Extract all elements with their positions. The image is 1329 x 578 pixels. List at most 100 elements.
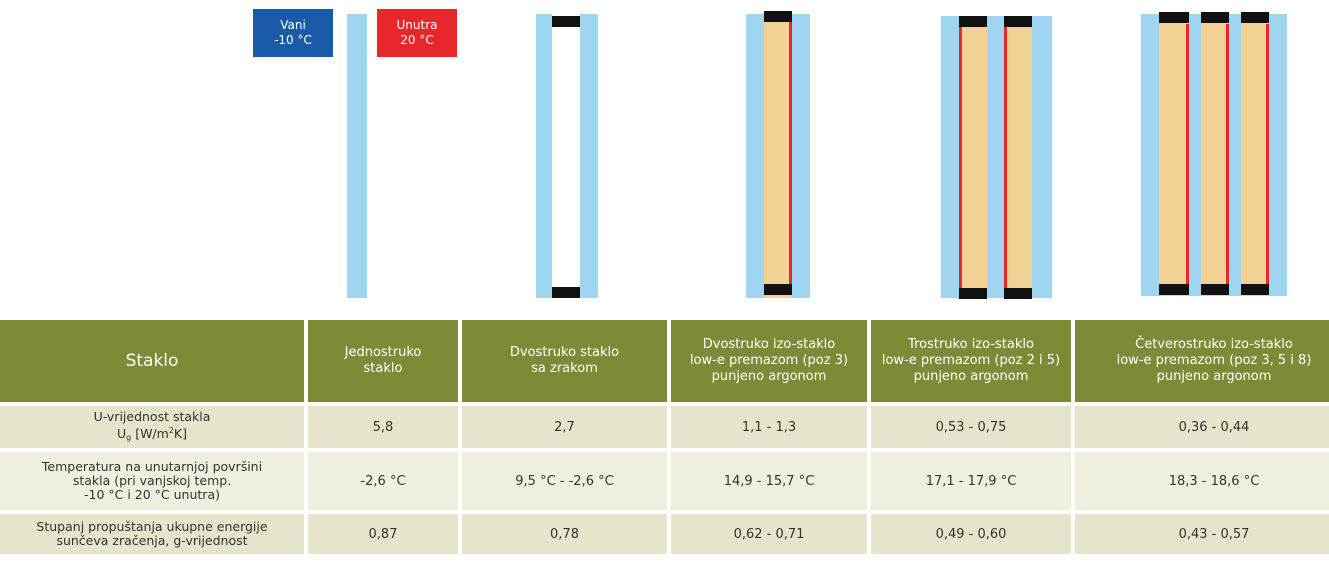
table-cell: 2,7 xyxy=(462,406,667,448)
low-e-coating xyxy=(1226,24,1229,284)
air-cavity xyxy=(552,14,580,298)
header-line: low-e premazom (poz 3) xyxy=(689,353,849,368)
spacer-bottom xyxy=(959,288,987,299)
glass-pane xyxy=(1141,14,1159,296)
header-double-air: Dvostruko staklo sa zrakom xyxy=(462,320,667,402)
argon-cavity xyxy=(764,14,792,298)
header-staklo-text: Staklo xyxy=(125,351,179,371)
table-row-u-value: U-vrijednost stakla Ug [W/m2K] 5,8 2,7 1… xyxy=(0,406,1329,448)
spacer-top xyxy=(552,16,580,27)
argon-cavity xyxy=(959,16,987,298)
table-cell: 0,62 - 0,71 xyxy=(671,514,867,554)
spacer-top xyxy=(1004,16,1032,27)
header-single-glazing: Jednostruko staklo xyxy=(308,320,458,402)
header-line: punjeno argonom xyxy=(711,369,827,384)
table-row-g-value: Stupanj propuštanja ukupne energije sunč… xyxy=(0,514,1329,554)
unit-part: [W/m xyxy=(131,425,169,441)
table-cell: 0,49 - 0,60 xyxy=(871,514,1071,554)
glass-pane xyxy=(1229,14,1241,296)
spacer-top xyxy=(1201,12,1229,23)
low-e-coating xyxy=(1186,24,1189,284)
glazing-diagram: Vani -10 °C Unutra 20 °C xyxy=(253,9,1287,299)
row-label-surface-temperature: Temperatura na unutarnjoj površini stakl… xyxy=(0,452,304,510)
header-triple-argon: Trostruko izo-staklo low-e premazom (poz… xyxy=(871,320,1071,402)
label-line: Stupanj propuštanja ukupne energije xyxy=(36,519,268,534)
table-cell: 1,1 - 1,3 xyxy=(671,406,867,448)
low-e-coating xyxy=(1266,24,1269,284)
unit-part: K] xyxy=(173,425,187,441)
argon-cavity xyxy=(1004,16,1032,298)
label-line: -10 °C i 20 °C unutra) xyxy=(84,487,220,502)
unit-superscript: 2 xyxy=(168,425,174,435)
glass-pane xyxy=(580,14,598,298)
header-quadruple-argon: Četverostruko izo-staklo low-e premazom … xyxy=(1075,320,1329,402)
u-symbol: U xyxy=(116,425,127,441)
table-cell: 9,5 °C - -2,6 °C xyxy=(462,452,667,510)
table-cell: 18,3 - 18,6 °C xyxy=(1075,452,1329,510)
table-cell: 0,36 - 0,44 xyxy=(1075,406,1329,448)
low-e-coating xyxy=(789,22,792,290)
header-line: staklo xyxy=(363,361,403,376)
inside-label: Unutra xyxy=(396,18,438,32)
outside-temperature-badge: Vani -10 °C xyxy=(253,9,333,57)
glass-pane xyxy=(1189,14,1201,296)
table-row-surface-temperature: Temperatura na unutarnjoj površini stakl… xyxy=(0,452,1329,510)
spacer-bottom xyxy=(1004,288,1032,299)
header-line: Dvostruko izo-staklo xyxy=(702,337,836,352)
header-line: low-e premazom (poz 3, 5 i 8) xyxy=(1116,353,1312,368)
spacer-top xyxy=(1241,12,1269,23)
glass-pane xyxy=(746,14,764,298)
glass-pane xyxy=(347,14,367,298)
spacer-bottom xyxy=(552,287,580,298)
glass-pane xyxy=(792,14,810,298)
row-label-u-value: U-vrijednost stakla Ug [W/m2K] xyxy=(0,406,304,448)
glass-pane xyxy=(941,16,959,298)
argon-cavity xyxy=(1241,14,1269,296)
glass-pane xyxy=(987,16,1004,298)
table-cell: 0,43 - 0,57 xyxy=(1075,514,1329,554)
header-line: Trostruko izo-staklo xyxy=(908,337,1034,352)
inside-temperature-badge: Unutra 20 °C xyxy=(377,9,457,57)
argon-cavity xyxy=(1201,14,1229,296)
spacer-bottom xyxy=(1159,284,1189,295)
table-cell: -2,6 °C xyxy=(308,452,458,510)
outside-label: Vani xyxy=(280,18,306,32)
table-header-row: Staklo Jednostruko staklo Dvostruko stak… xyxy=(0,320,1329,402)
header-line: Jednostruko xyxy=(344,345,422,360)
inside-temperature: 20 °C xyxy=(400,33,434,47)
table-cell: 14,9 - 15,7 °C xyxy=(671,452,867,510)
header-line: sa zrakom xyxy=(531,361,598,376)
table-cell: 17,1 - 17,9 °C xyxy=(871,452,1071,510)
label-line: stakla (pri vanjskoj temp. xyxy=(72,473,232,488)
u-subscript: g xyxy=(126,432,132,442)
low-e-coating xyxy=(1004,26,1007,288)
spacer-top xyxy=(1159,12,1189,23)
header-line: low-e premazom (poz 2 i 5) xyxy=(881,353,1061,368)
header-line: punjeno argonom xyxy=(1156,369,1272,384)
label-line: Temperatura na unutarnjoj površini xyxy=(41,459,263,474)
spacer-top xyxy=(959,16,987,27)
table-cell: 0,78 xyxy=(462,514,667,554)
spacer-bottom xyxy=(1241,284,1269,295)
glass-pane xyxy=(536,14,552,298)
outside-temperature: -10 °C xyxy=(274,33,312,47)
row-label-g-value: Stupanj propuštanja ukupne energije sunč… xyxy=(0,514,304,554)
header-double-argon: Dvostruko izo-staklo low-e premazom (poz… xyxy=(671,320,867,402)
glass-pane xyxy=(1032,16,1052,298)
low-e-coating xyxy=(959,26,962,288)
header-line: Četverostruko izo-staklo xyxy=(1135,337,1293,352)
spacer-top xyxy=(764,11,792,22)
spacer-bottom xyxy=(764,284,792,295)
table-cell: 5,8 xyxy=(308,406,458,448)
label-line: U-vrijednost stakla xyxy=(93,408,211,424)
glazing-comparison-table: Staklo Jednostruko staklo Dvostruko stak… xyxy=(0,316,1329,558)
table-cell: 0,53 - 0,75 xyxy=(871,406,1071,448)
label-line: sunčeva zračenja, g-vrijednost xyxy=(56,533,248,548)
argon-cavity xyxy=(1159,14,1189,296)
header-staklo: Staklo xyxy=(0,320,304,402)
header-line: Dvostruko staklo xyxy=(509,345,620,360)
spacer-bottom xyxy=(1201,284,1229,295)
glass-pane xyxy=(1269,14,1287,296)
header-line: punjeno argonom xyxy=(913,369,1029,384)
table-cell: 0,87 xyxy=(308,514,458,554)
